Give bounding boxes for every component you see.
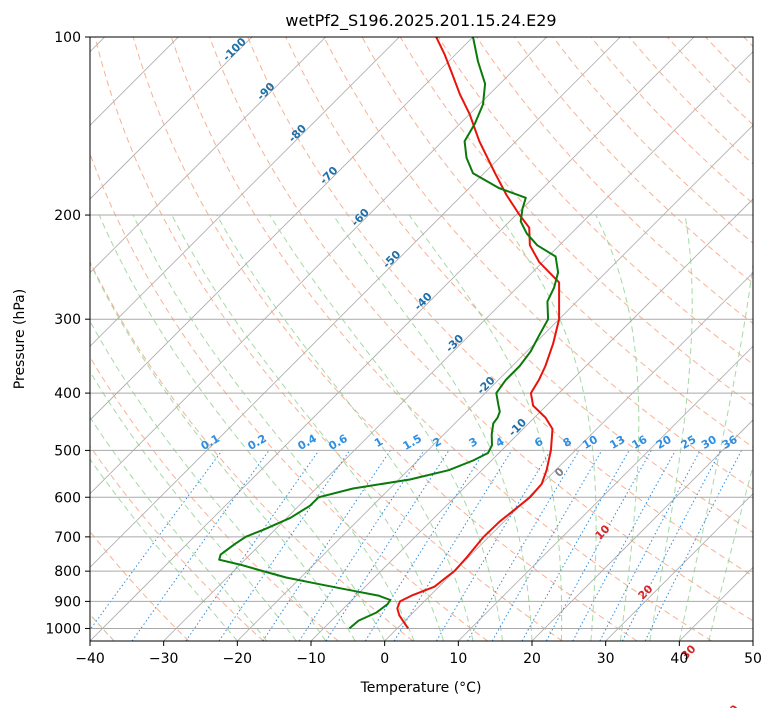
isotherm-line <box>605 493 753 641</box>
dry-adiabat-line <box>285 37 753 534</box>
moist-adiabat-line <box>98 214 386 641</box>
moist-adiabat-line <box>408 214 563 641</box>
dry-adiabat-line <box>476 37 753 325</box>
dewpoint-profile-line <box>218 37 560 630</box>
moist-adiabat-line <box>90 458 238 641</box>
isobar-lines <box>90 37 753 629</box>
mixing-ratio-line <box>572 450 676 641</box>
isotherm-line <box>90 37 326 274</box>
isotherm-line <box>90 37 695 641</box>
isotherm-line <box>90 37 400 347</box>
isotherm-line <box>90 37 253 200</box>
dry-adiabat-line <box>90 356 339 641</box>
isotherm-line <box>237 124 753 641</box>
isotherm-line <box>752 640 753 641</box>
x-tick-label: −40 <box>75 651 105 667</box>
isotherm-line <box>384 272 753 641</box>
mixing-ratio-line <box>90 450 223 631</box>
y-tick-label: 300 <box>54 312 81 328</box>
mixing-ratio-line <box>644 450 742 641</box>
mixing-ratio-line <box>185 450 320 641</box>
x-tick-label: 40 <box>670 651 688 667</box>
x-tick-label: 10 <box>449 651 467 667</box>
x-axis-label: Temperature (°C) <box>360 680 482 696</box>
background-lines <box>0 37 753 641</box>
x-tick-label: −20 <box>223 651 253 667</box>
moist-adiabat-line <box>649 214 693 641</box>
y-tick-label: 400 <box>54 386 81 402</box>
mixing-ratio-line <box>393 450 513 641</box>
outer-adiabat-line <box>0 37 69 641</box>
x-tick-label: 50 <box>744 651 762 667</box>
y-axis-label: Pressure (hPa) <box>12 289 28 389</box>
moist-adiabat-label: 40 <box>722 702 742 708</box>
x-tick-label: 30 <box>597 651 615 667</box>
y-tick-label: 900 <box>54 594 81 610</box>
moist-adiabat-line <box>132 214 415 641</box>
chart-title: wetPf2_S196.2025.201.15.24.E29 <box>285 11 556 31</box>
isotherm-line <box>90 37 547 495</box>
mixing-ratio-line <box>131 450 270 641</box>
y-tick-label: 500 <box>54 443 81 459</box>
mixing-ratio-line <box>325 450 450 641</box>
dry-adiabat-line <box>94 37 563 641</box>
y-tick-label: 100 <box>54 30 81 46</box>
mixing-ratio-line <box>218 450 351 641</box>
moist-adiabat-line <box>678 260 753 641</box>
dry-adiabat-line <box>132 37 638 641</box>
x-axis: −40 −30 −20 −10 0 10 20 30 40 50 <box>75 641 762 667</box>
dry-adiabat-line <box>247 37 753 577</box>
plot-background <box>90 37 753 641</box>
mixing-ratio-line <box>298 450 425 641</box>
isotherm-line <box>90 37 474 421</box>
y-tick-label: 700 <box>54 530 81 546</box>
x-tick-label: −30 <box>149 651 179 667</box>
dry-adiabat-line <box>170 37 712 641</box>
mixing-ratio-line <box>621 450 722 641</box>
y-axis: 1000 900 800 700 600 500 400 300 200 100 <box>45 30 90 637</box>
mixing-ratio-line <box>545 450 652 641</box>
mixing-ratio-line <box>262 450 391 641</box>
moist-adiabat-line <box>171 214 445 641</box>
dry-adiabat-line <box>90 260 414 641</box>
dry-adiabat-line <box>323 37 753 491</box>
mixing-ratio-line <box>521 450 630 641</box>
moist-adiabat-line <box>269 214 503 641</box>
x-tick-label: 0 <box>380 651 389 667</box>
x-tick-label: −10 <box>296 651 326 667</box>
isotherm-line <box>163 51 753 641</box>
dry-adiabat-line <box>514 37 753 284</box>
dry-adiabat-line <box>90 445 264 641</box>
profiles <box>218 37 561 630</box>
y-tick-label: 800 <box>54 564 81 580</box>
y-tick-label: 200 <box>54 208 81 224</box>
moist-adiabat-line <box>90 320 327 641</box>
plot-frame <box>89 36 754 642</box>
moist-adiabat-line <box>332 214 533 641</box>
moist-adiabat-line <box>90 416 268 641</box>
dry-adiabat-line <box>209 37 753 622</box>
moist-adiabat-line <box>90 261 356 641</box>
y-tick-label: 1000 <box>45 621 81 637</box>
x-tick-label: 20 <box>523 651 541 667</box>
temperature-profile-line <box>396 37 561 630</box>
isotherm-line <box>90 37 621 568</box>
moist-adiabat-line <box>90 370 297 641</box>
isotherm-line <box>531 419 753 641</box>
moist-adiabat-line <box>216 214 474 641</box>
moist-adiabat-line <box>595 214 640 641</box>
isotherm-line <box>458 345 753 641</box>
y-tick-label: 600 <box>54 490 81 506</box>
